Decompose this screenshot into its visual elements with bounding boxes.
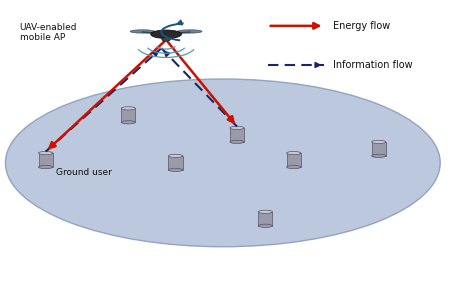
- Text: Energy flow: Energy flow: [333, 21, 390, 31]
- Text: UAV-enabled
mobile AP: UAV-enabled mobile AP: [19, 23, 77, 42]
- Ellipse shape: [372, 140, 386, 144]
- Bar: [230, 128, 244, 142]
- Ellipse shape: [258, 210, 273, 213]
- Ellipse shape: [372, 154, 386, 157]
- Ellipse shape: [168, 154, 182, 157]
- Ellipse shape: [287, 151, 301, 155]
- Ellipse shape: [38, 166, 53, 169]
- Text: Ground user: Ground user: [56, 169, 112, 178]
- Ellipse shape: [177, 30, 202, 33]
- Bar: [168, 156, 182, 170]
- Ellipse shape: [287, 166, 301, 169]
- Ellipse shape: [162, 37, 170, 41]
- Bar: [258, 212, 273, 226]
- Ellipse shape: [5, 79, 440, 247]
- Ellipse shape: [230, 126, 244, 130]
- Bar: [38, 153, 53, 167]
- Ellipse shape: [121, 107, 136, 110]
- Ellipse shape: [151, 30, 182, 38]
- Bar: [121, 108, 136, 122]
- Ellipse shape: [168, 168, 182, 171]
- Bar: [287, 153, 301, 167]
- Bar: [372, 142, 386, 156]
- Ellipse shape: [230, 140, 244, 144]
- Ellipse shape: [258, 224, 273, 227]
- Ellipse shape: [130, 30, 155, 33]
- Ellipse shape: [121, 121, 136, 124]
- Ellipse shape: [38, 151, 53, 155]
- Text: Information flow: Information flow: [333, 60, 412, 70]
